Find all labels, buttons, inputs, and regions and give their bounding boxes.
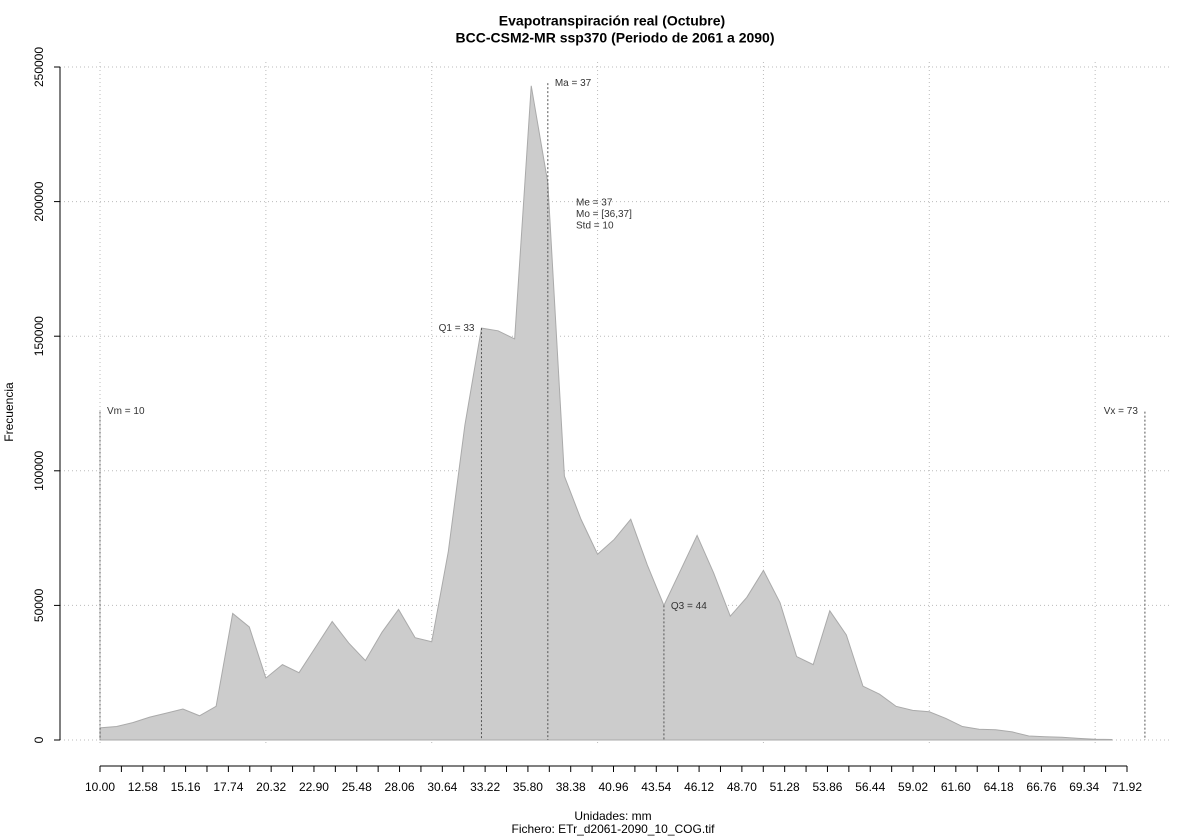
- x-tick-label: 20.32: [256, 780, 286, 794]
- area: [99, 85, 1113, 741]
- x-tick-label: 59.02: [898, 780, 928, 794]
- x-tick-label: 64.18: [984, 780, 1014, 794]
- x-tick-label: 38.38: [556, 780, 586, 794]
- x-tick-label: 46.12: [684, 780, 714, 794]
- x-tick-label: 69.34: [1069, 780, 1099, 794]
- footnote: Fichero: ETr_d2061-2090_10_COG.tif: [512, 822, 716, 836]
- stats-label: Std = 10: [576, 221, 614, 232]
- x-tick-label: 12.58: [128, 780, 158, 794]
- x-tick-label: 71.92: [1112, 780, 1142, 794]
- annotation-label: Q1 = 33: [439, 323, 475, 334]
- x-tick-label: 51.28: [770, 780, 800, 794]
- annotation-label: Vm = 10: [107, 406, 145, 417]
- y-axis-label: Frecuencia: [2, 382, 16, 442]
- y-tick-label: 100000: [32, 450, 46, 490]
- x-axis-label: Unidades: mm: [574, 809, 651, 823]
- stats-label: Me = 37: [576, 198, 613, 209]
- x-tick-label: 40.96: [598, 780, 628, 794]
- annotation-label: Ma = 37: [555, 78, 592, 89]
- x-tick-label: 30.64: [427, 780, 457, 794]
- x-tick-label: 33.22: [470, 780, 500, 794]
- x-tick-label: 48.70: [727, 780, 757, 794]
- annotation-label: Vx = 73: [1104, 406, 1139, 417]
- y-tick-label: 50000: [32, 588, 46, 622]
- x-tick-label: 25.48: [342, 780, 372, 794]
- chart-title: Evapotranspiración real (Octubre): [499, 13, 725, 29]
- x-tick-label: 53.86: [812, 780, 842, 794]
- x-tick-label: 61.60: [941, 780, 971, 794]
- x-tick-label: 22.90: [299, 780, 329, 794]
- x-tick-label: 56.44: [855, 780, 885, 794]
- x-tick-label: 66.76: [1026, 780, 1056, 794]
- y-tick-label: 0: [32, 736, 46, 743]
- stats-label: Mo = [36,37]: [576, 209, 632, 220]
- x-tick-label: 15.16: [171, 780, 201, 794]
- y-tick-label: 150000: [32, 316, 46, 356]
- y-tick-label: 200000: [32, 181, 46, 221]
- x-tick-label: 28.06: [385, 780, 415, 794]
- chart-subtitle: BCC-CSM2-MR ssp370 (Periodo de 2061 a 20…: [456, 30, 775, 46]
- x-tick-label: 43.54: [641, 780, 671, 794]
- x-tick-label: 10.00: [85, 780, 115, 794]
- x-tick-label: 35.80: [513, 780, 543, 794]
- annotation-label: Q3 = 44: [671, 601, 707, 612]
- y-tick-label: 250000: [32, 47, 46, 87]
- x-tick-label: 17.74: [213, 780, 243, 794]
